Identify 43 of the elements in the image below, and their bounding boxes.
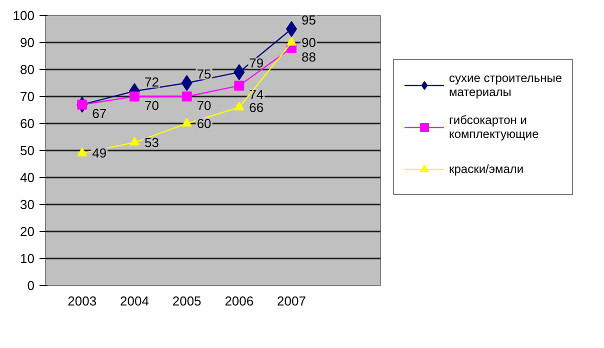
y-tick-label: 50 (20, 143, 35, 158)
legend-label: сухие строительные материалы (449, 70, 562, 100)
x-tick-label: 2007 (277, 294, 306, 308)
x-tick-label: 2005 (172, 294, 202, 308)
point (286, 36, 297, 46)
point (182, 118, 192, 127)
point (286, 21, 298, 37)
y-tick-label: 10 (20, 251, 35, 266)
data-label: 74 (249, 87, 264, 102)
data-label: 53 (144, 134, 159, 150)
data-label: 66 (249, 100, 264, 115)
legend-label: краски/эмали (449, 161, 524, 178)
y-tick-label: 40 (20, 170, 35, 185)
y-tick-label: 0 (27, 278, 35, 293)
y-tick-label: 100 (12, 8, 35, 23)
point (129, 136, 140, 146)
x-tick-label: 2004 (120, 294, 149, 308)
y-tick-label: 20 (20, 224, 35, 239)
point (182, 92, 192, 102)
point (77, 148, 88, 156)
data-label: 79 (249, 56, 264, 71)
data-label: 67 (92, 106, 107, 122)
data-label: 70 (196, 98, 212, 113)
data-label: 90 (302, 35, 316, 50)
point (234, 102, 244, 110)
data-label: 72 (144, 74, 159, 90)
data-label: 95 (302, 12, 316, 28)
y-tick-label: 80 (20, 62, 35, 77)
point (234, 80, 244, 91)
point (181, 75, 192, 91)
data-label: 70 (144, 98, 159, 113)
data-label: 60 (196, 116, 212, 131)
y-tick-label: 90 (20, 35, 35, 50)
legend-label: гибсокартон и комплектующие (449, 112, 539, 142)
data-label: 49 (92, 146, 107, 161)
point (129, 92, 140, 102)
y-tick-label: 70 (20, 89, 35, 104)
y-tick-label: 60 (20, 116, 35, 131)
x-tick-label: 2003 (68, 294, 97, 308)
y-tick-label: 30 (20, 197, 35, 212)
data-label: 75 (196, 66, 212, 82)
x-tick-label: 2006 (224, 294, 254, 308)
data-label: 88 (302, 49, 316, 64)
